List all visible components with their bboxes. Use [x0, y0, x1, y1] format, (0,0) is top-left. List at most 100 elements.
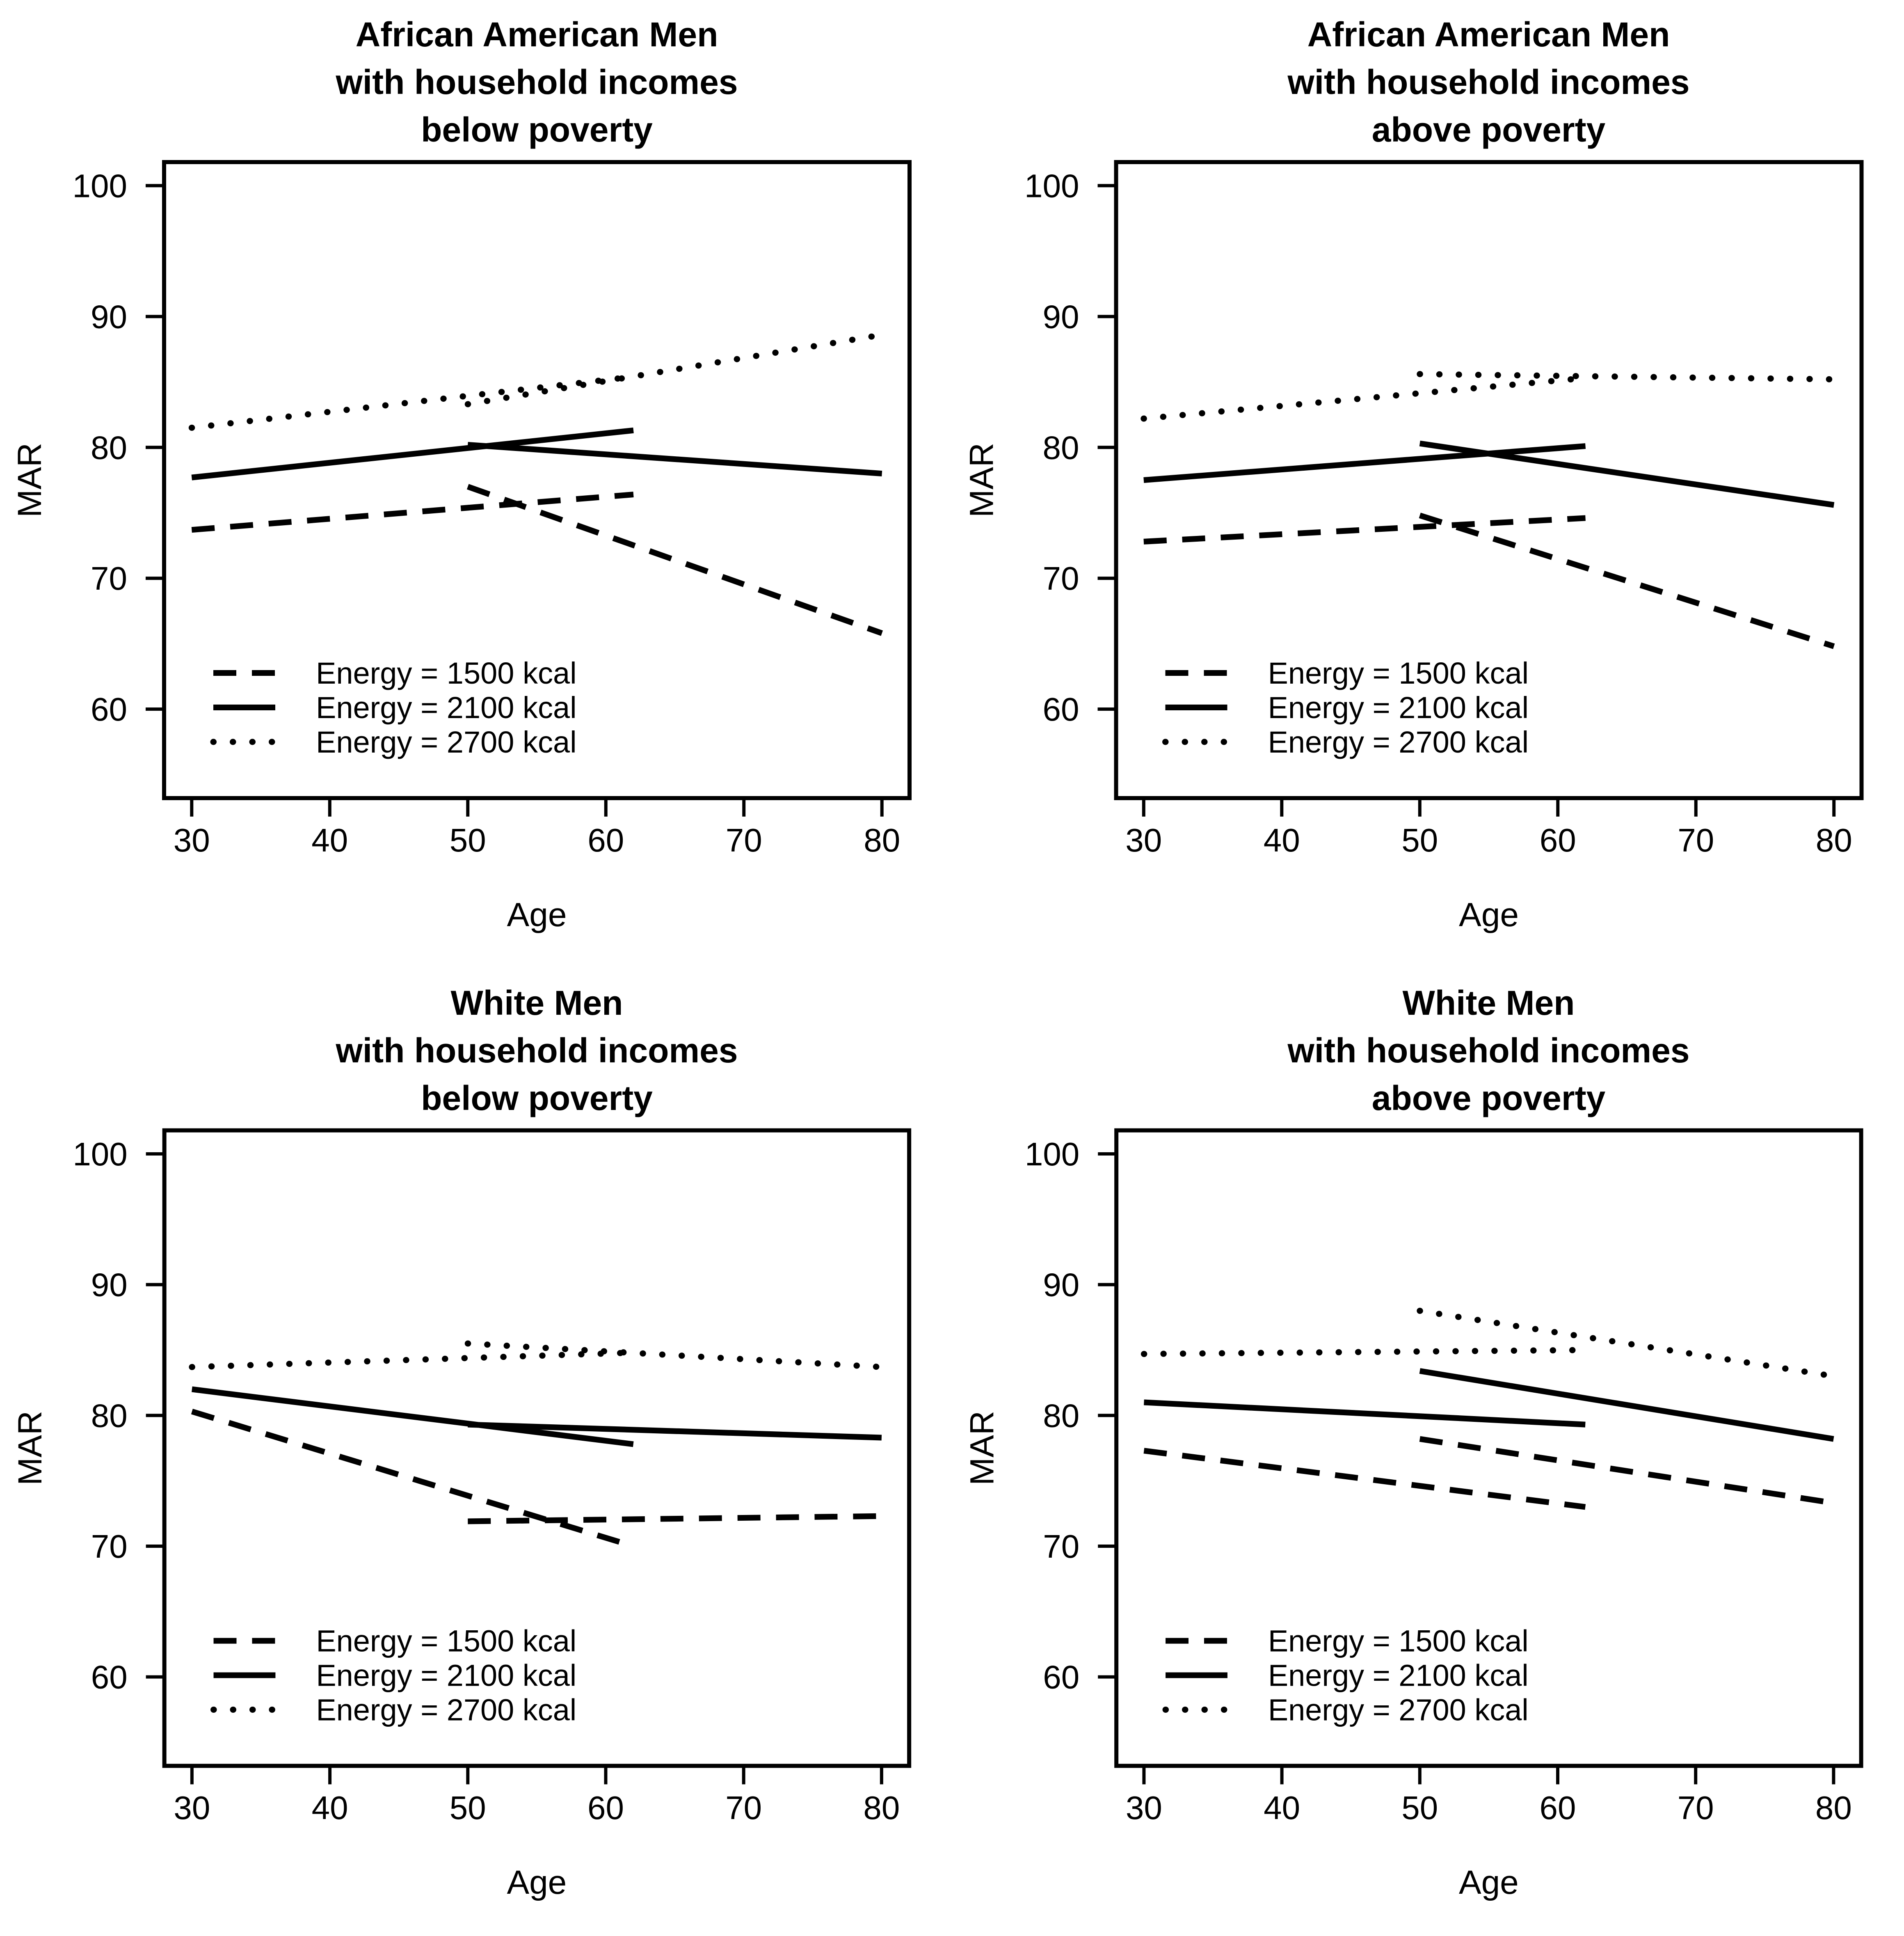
x-tick-label: 80 — [1815, 1790, 1852, 1826]
legend-label: Energy = 2100 kcal — [316, 1659, 576, 1693]
y-tick-label: 90 — [1043, 298, 1079, 335]
legend-label: Energy = 1500 kcal — [316, 1624, 576, 1658]
series-line-dashed — [1143, 515, 1586, 545]
plot-box — [162, 160, 912, 800]
chart-title-line: above poverty — [1371, 110, 1606, 149]
y-tick-label: 100 — [1025, 1136, 1079, 1172]
y-tick-label: 60 — [1043, 691, 1079, 728]
y-tick-label: 100 — [73, 1136, 127, 1172]
y-axis-label: MAR — [11, 443, 48, 517]
series-line-dashed — [1419, 1436, 1834, 1506]
series-line-dashed — [191, 492, 634, 533]
y-tick-label: 70 — [1043, 560, 1079, 597]
x-tick-label: 70 — [1678, 822, 1714, 858]
x-tick-label: 40 — [311, 822, 348, 858]
series-line-solid — [191, 427, 634, 481]
y-tick-label: 70 — [1043, 1528, 1079, 1565]
x-tick-label: 40 — [1264, 1790, 1300, 1826]
x-tick-label: 70 — [1678, 1790, 1714, 1826]
x-axis-label: Age — [507, 896, 567, 934]
x-tick-label: 60 — [1540, 1790, 1576, 1826]
series-line-dotted — [188, 373, 637, 431]
series-line-solid — [1144, 1399, 1586, 1428]
legend-label: Energy = 2700 kcal — [316, 1693, 576, 1727]
legend-label: Energy = 2700 kcal — [1268, 1693, 1529, 1727]
series-line-solid — [192, 1386, 634, 1447]
series-line-dashed — [1143, 1448, 1586, 1510]
legend-label: Energy = 2100 kcal — [1268, 1659, 1529, 1693]
chart-title: White Men with household incomes above p… — [1116, 979, 1861, 1122]
x-tick-label: 40 — [1264, 822, 1300, 858]
series-line-dotted — [1417, 1307, 1837, 1380]
y-tick-label: 90 — [91, 1267, 128, 1303]
plot-box — [1114, 160, 1864, 800]
x-axis-label: Age — [507, 1864, 567, 1901]
x-tick-label: 80 — [863, 1790, 900, 1826]
y-axis-label: MAR — [11, 1411, 49, 1485]
chart-title-line: below poverty — [421, 110, 653, 149]
chart-canvas: 30 40 50 60 70 80 60 70 80 90 100 Age MAR Energy = 15… — [963, 1128, 1863, 1901]
x-tick-label: 60 — [1540, 822, 1576, 858]
chart-canvas: 30 40 50 60 70 80 60 70 80 90 100 Age MAR Energy = 15… — [963, 160, 1864, 934]
chart-title-line: with household incomes — [336, 1031, 738, 1070]
series-line-dotted — [1417, 371, 1837, 382]
chart-title-line: African American Men — [355, 15, 718, 54]
x-tick-label: 70 — [725, 1790, 762, 1826]
panel-african-american-above-poverty: African American Men with household inco… — [952, 0, 1904, 968]
series-line-dashed — [466, 484, 883, 636]
x-tick-label: 50 — [1401, 1790, 1438, 1826]
x-tick-label: 30 — [174, 1790, 210, 1826]
y-tick-label: 60 — [1043, 1659, 1079, 1696]
x-tick-label: 30 — [1126, 1790, 1162, 1826]
series-line-dotted — [464, 332, 885, 407]
chart-canvas: 30 40 50 60 70 80 60 70 80 90 100 Age MAR Energy = 15… — [11, 160, 912, 934]
chart-title-line: White Men — [450, 984, 623, 1022]
y-tick-label: 80 — [1043, 1397, 1079, 1434]
plot-box — [162, 1128, 912, 1768]
series-line-solid — [467, 442, 882, 477]
x-tick-label: 80 — [1816, 822, 1852, 858]
y-tick-label: 60 — [91, 691, 127, 728]
chart-title: African American Men with household inco… — [164, 11, 910, 153]
chart-title-line: African American Men — [1307, 15, 1670, 54]
chart-title-line: with household incomes — [336, 63, 738, 101]
chart-title-line: below poverty — [421, 1079, 653, 1117]
chart-title: White Men with household incomes below p… — [164, 979, 910, 1122]
y-axis-label: MAR — [963, 1411, 1001, 1485]
series-line-dashed — [191, 1409, 634, 1549]
legend-label: Energy = 2100 kcal — [316, 691, 577, 725]
y-tick-label: 100 — [1024, 167, 1079, 204]
y-tick-label: 70 — [91, 1528, 128, 1565]
legend-label: Energy = 1500 kcal — [1268, 656, 1529, 690]
x-tick-label: 50 — [450, 822, 486, 858]
legend-label: Energy = 2700 kcal — [1268, 725, 1529, 759]
y-tick-label: 70 — [91, 560, 127, 597]
x-axis-label: Age — [1459, 896, 1519, 934]
y-tick-label: 80 — [91, 1397, 128, 1434]
chart-title: African American Men with household inco… — [1116, 11, 1861, 153]
series-line-dotted — [189, 1349, 637, 1370]
legend-label: Energy = 1500 kcal — [316, 656, 577, 690]
panel-african-american-below-poverty: African American Men with household inco… — [0, 0, 952, 968]
panel-white-men-below-poverty: White Men with household incomes below p… — [0, 968, 952, 1936]
chart-title-line: with household incomes — [1287, 63, 1690, 101]
y-tick-label: 80 — [91, 429, 127, 466]
x-tick-label: 60 — [587, 1790, 624, 1826]
x-tick-label: 70 — [726, 822, 762, 858]
series-line-dotted — [1141, 1347, 1589, 1357]
plot-box — [1114, 1128, 1863, 1768]
panel-white-men-above-poverty: White Men with household incomes above p… — [952, 968, 1904, 1936]
legend-label: Energy = 2700 kcal — [316, 725, 577, 759]
chart-canvas: 30 40 50 60 70 80 60 70 80 90 100 Age MAR Energy = 15… — [11, 1128, 912, 1901]
x-tick-label: 80 — [864, 822, 900, 858]
x-tick-label: 30 — [1125, 822, 1162, 858]
series-line-solid — [1419, 1368, 1834, 1442]
x-tick-label: 50 — [1401, 822, 1438, 858]
series-line-dashed — [468, 1513, 882, 1524]
series-line-solid — [1419, 440, 1835, 508]
x-tick-label: 50 — [450, 1790, 486, 1826]
y-tick-label: 60 — [91, 1659, 128, 1696]
series-line-dashed — [1419, 513, 1835, 649]
x-axis-label: Age — [1459, 1864, 1519, 1901]
chart-title-line: White Men — [1402, 984, 1575, 1022]
